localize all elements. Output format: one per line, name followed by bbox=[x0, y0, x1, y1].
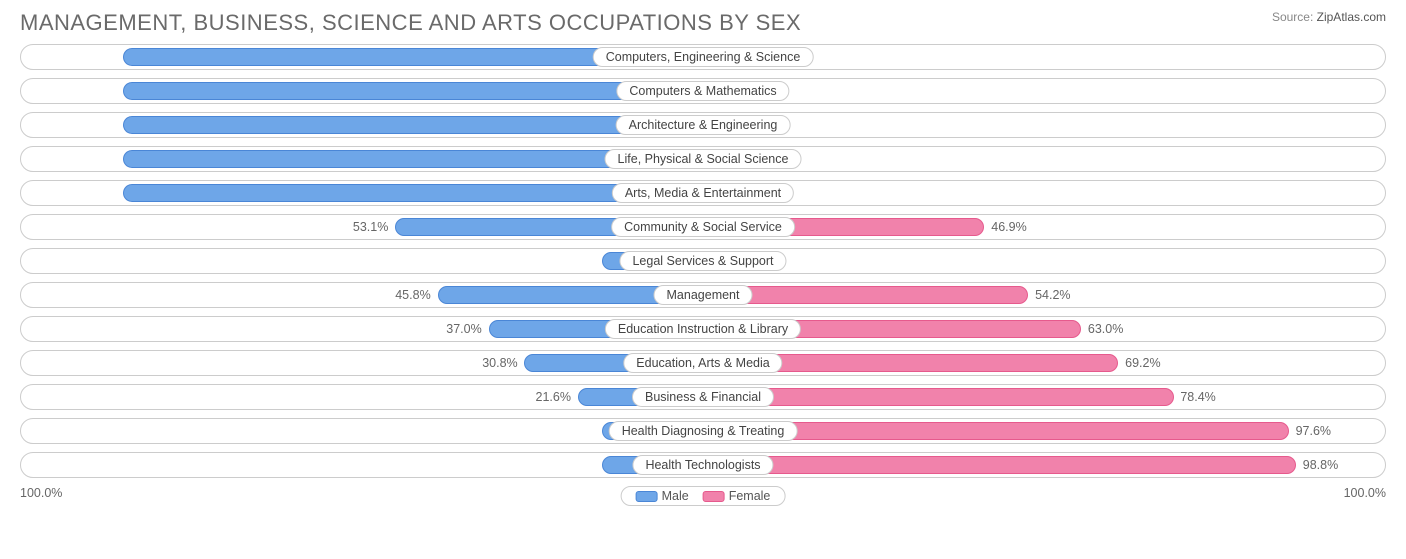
chart-row: 100.0%0.0%Computers & Mathematics bbox=[20, 78, 1386, 104]
chart-row: 100.0%0.0%Architecture & Engineering bbox=[20, 112, 1386, 138]
male-value: 45.8% bbox=[395, 288, 430, 302]
category-label: Community & Social Service bbox=[611, 217, 795, 237]
female-bar bbox=[703, 456, 1296, 474]
category-label: Business & Financial bbox=[632, 387, 774, 407]
male-value: 100.0% bbox=[35, 186, 77, 200]
chart-row: 100.0%0.0%Arts, Media & Entertainment bbox=[20, 180, 1386, 206]
legend-item-male: Male bbox=[636, 489, 689, 503]
source-label: Source: bbox=[1272, 10, 1313, 24]
chart-row: 100.0%0.0%Life, Physical & Social Scienc… bbox=[20, 146, 1386, 172]
axis-label-right: 100.0% bbox=[1344, 486, 1386, 500]
female-value: 78.4% bbox=[1180, 390, 1215, 404]
female-value: 63.0% bbox=[1088, 322, 1123, 336]
chart-row: 21.6% 78.4% Business & Financial bbox=[20, 384, 1386, 410]
category-label: Architecture & Engineering bbox=[616, 115, 791, 135]
chart-row: 45.8% 54.2% Management bbox=[20, 282, 1386, 308]
category-label: Computers & Mathematics bbox=[616, 81, 789, 101]
female-value: 98.8% bbox=[1303, 458, 1338, 472]
female-value: 69.2% bbox=[1125, 356, 1160, 370]
male-value: 100.0% bbox=[35, 50, 77, 64]
legend-item-female: Female bbox=[703, 489, 771, 503]
category-label: Health Technologists bbox=[632, 455, 773, 475]
chart-row: 100.0%0.0%Computers, Engineering & Scien… bbox=[20, 44, 1386, 70]
chart-row: 0.0%0.0%Legal Services & Support bbox=[20, 248, 1386, 274]
male-value: 100.0% bbox=[35, 118, 77, 132]
category-label: Health Diagnosing & Treating bbox=[609, 421, 798, 441]
male-value: 30.8% bbox=[482, 356, 517, 370]
category-label: Legal Services & Support bbox=[619, 251, 786, 271]
category-label: Education, Arts & Media bbox=[623, 353, 782, 373]
legend-label-female: Female bbox=[729, 489, 771, 503]
category-label: Life, Physical & Social Science bbox=[605, 149, 802, 169]
legend-label-male: Male bbox=[662, 489, 689, 503]
category-label: Management bbox=[654, 285, 753, 305]
chart-row: 30.8% 69.2% Education, Arts & Media bbox=[20, 350, 1386, 376]
female-value: 54.2% bbox=[1035, 288, 1070, 302]
female-value: 97.6% bbox=[1296, 424, 1331, 438]
chart-footer: 100.0% Male Female 100.0% bbox=[20, 486, 1386, 512]
chart-rows: 100.0%0.0%Computers, Engineering & Scien… bbox=[20, 44, 1386, 478]
legend-swatch-female bbox=[703, 491, 725, 502]
chart-row: 2.4%97.6%Health Diagnosing & Treating bbox=[20, 418, 1386, 444]
chart-row: 53.1% 46.9% Community & Social Service bbox=[20, 214, 1386, 240]
female-value: 46.9% bbox=[991, 220, 1026, 234]
legend: Male Female bbox=[621, 486, 786, 506]
category-label: Education Instruction & Library bbox=[605, 319, 801, 339]
chart-container: MANAGEMENT, BUSINESS, SCIENCE AND ARTS O… bbox=[0, 0, 1406, 522]
source-site: ZipAtlas.com bbox=[1317, 10, 1386, 24]
male-value: 100.0% bbox=[35, 84, 77, 98]
category-label: Arts, Media & Entertainment bbox=[612, 183, 794, 203]
chart-row: 1.2%98.8%Health Technologists bbox=[20, 452, 1386, 478]
male-value: 100.0% bbox=[35, 152, 77, 166]
chart-title: MANAGEMENT, BUSINESS, SCIENCE AND ARTS O… bbox=[20, 10, 1386, 36]
category-label: Computers, Engineering & Science bbox=[593, 47, 814, 67]
male-value: 37.0% bbox=[446, 322, 481, 336]
source-attribution: Source: ZipAtlas.com bbox=[1272, 10, 1386, 24]
male-value: 21.6% bbox=[536, 390, 571, 404]
male-value: 53.1% bbox=[353, 220, 388, 234]
chart-row: 37.0% 63.0% Education Instruction & Librar… bbox=[20, 316, 1386, 342]
axis-label-left: 100.0% bbox=[20, 486, 62, 500]
legend-swatch-male bbox=[636, 491, 658, 502]
